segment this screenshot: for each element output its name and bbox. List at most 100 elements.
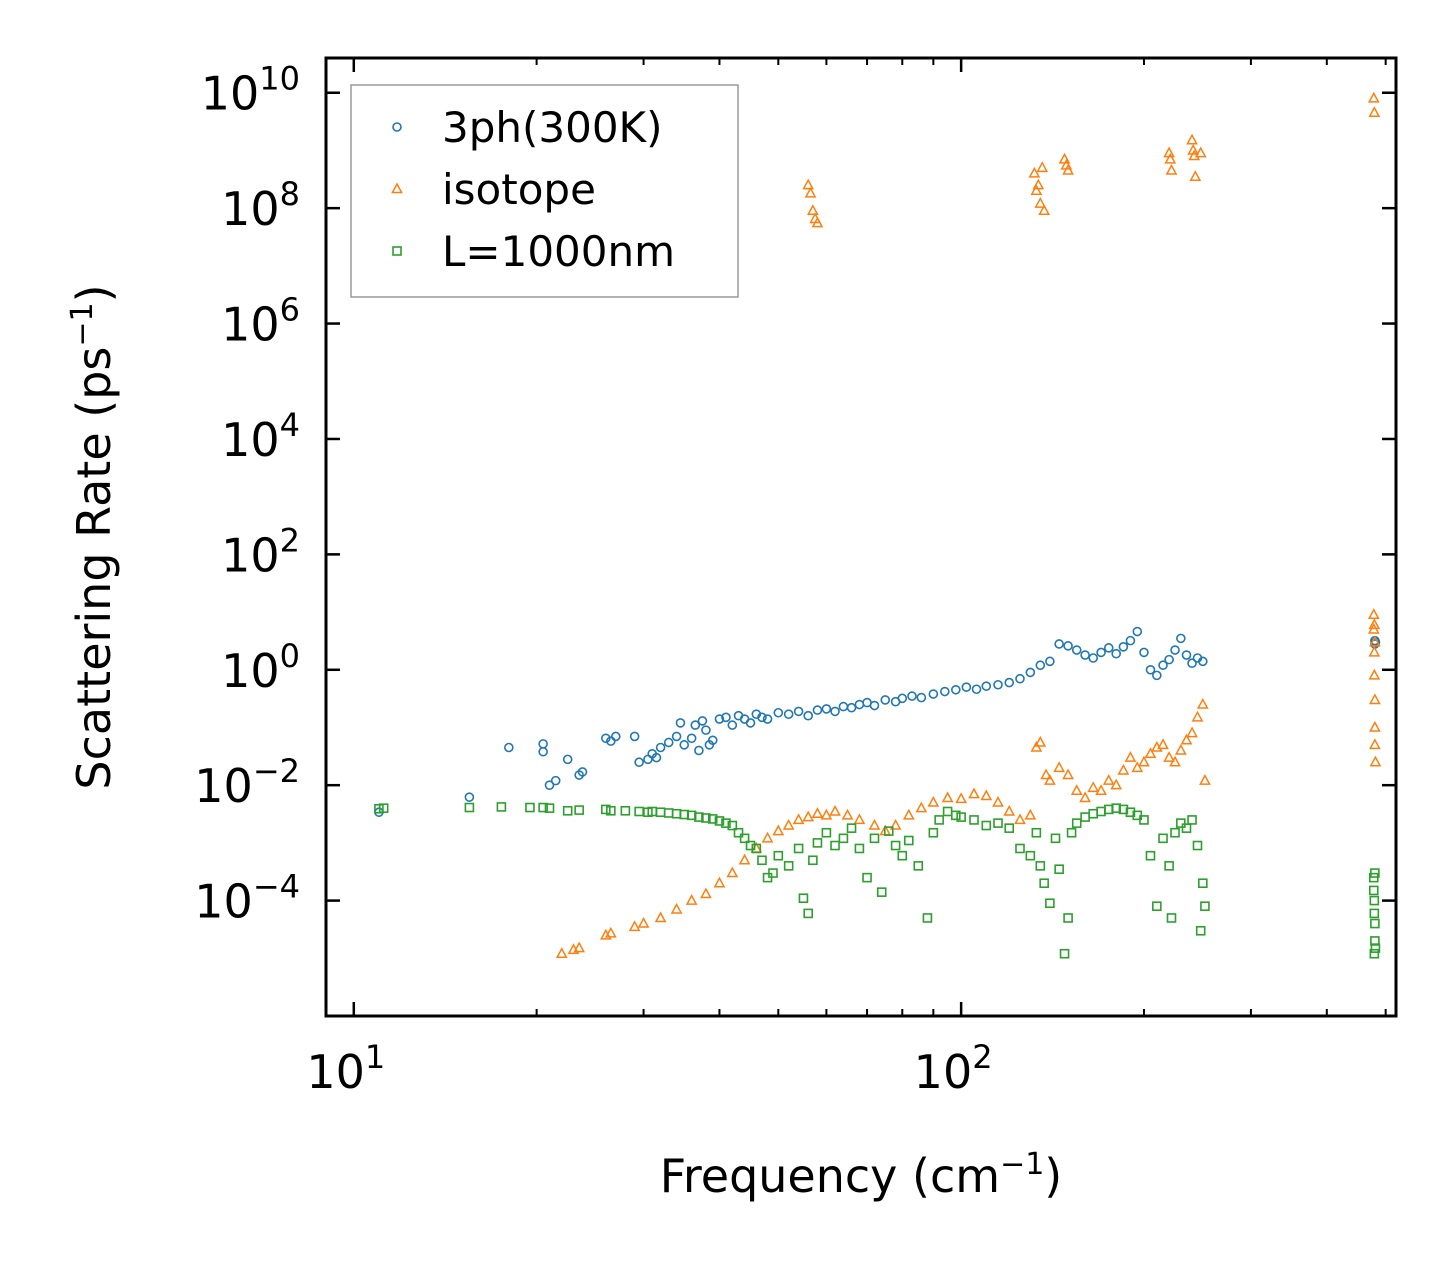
data-point bbox=[1062, 163, 1074, 175]
data-point bbox=[1040, 768, 1052, 780]
legend-item: isotope bbox=[391, 165, 596, 214]
data-point bbox=[993, 818, 1003, 828]
data-point bbox=[686, 733, 697, 744]
data-point bbox=[620, 805, 631, 816]
data-point bbox=[504, 742, 514, 753]
data-point bbox=[757, 855, 767, 866]
y-tick-label: 100 bbox=[221, 637, 300, 698]
data-point bbox=[846, 823, 857, 833]
data-point bbox=[883, 826, 894, 836]
data-point bbox=[1071, 818, 1082, 828]
data-point bbox=[1164, 654, 1174, 665]
data-point bbox=[1015, 843, 1025, 854]
legend-box bbox=[350, 84, 739, 298]
data-point bbox=[1139, 647, 1149, 658]
data-point bbox=[940, 686, 950, 697]
y-tick-label: 102 bbox=[221, 521, 300, 582]
data-point bbox=[1031, 827, 1042, 838]
data-point bbox=[913, 861, 924, 871]
legend-label: isotope bbox=[442, 165, 596, 214]
data-point bbox=[1035, 660, 1046, 671]
data-point bbox=[1050, 833, 1061, 844]
data-point bbox=[679, 740, 690, 750]
data-point bbox=[1369, 635, 1381, 647]
data-point bbox=[854, 699, 865, 710]
data-point bbox=[1030, 184, 1043, 196]
data-point bbox=[1096, 806, 1106, 817]
data-point bbox=[862, 872, 872, 883]
data-point bbox=[525, 802, 535, 813]
data-point bbox=[606, 805, 616, 816]
data-point bbox=[902, 808, 915, 820]
data-point bbox=[1369, 738, 1381, 750]
data-point bbox=[601, 733, 611, 744]
legend: 3ph(300K) isotope L=1000nm bbox=[350, 84, 739, 298]
data-point bbox=[812, 705, 823, 715]
data-point bbox=[1062, 768, 1074, 780]
data-point bbox=[1024, 808, 1037, 820]
data-point bbox=[868, 818, 881, 830]
data-point bbox=[1176, 633, 1186, 644]
data-point bbox=[378, 803, 389, 813]
data-point bbox=[1036, 161, 1049, 173]
data-point bbox=[1369, 908, 1380, 919]
data-point bbox=[802, 810, 815, 822]
data-point bbox=[1111, 648, 1121, 659]
data-point bbox=[1003, 804, 1016, 816]
data-point bbox=[707, 735, 718, 746]
data-point bbox=[969, 815, 979, 825]
data-point bbox=[1158, 660, 1168, 671]
data-point bbox=[854, 843, 865, 854]
data-point bbox=[1071, 645, 1082, 655]
data-point bbox=[663, 808, 674, 818]
data-point bbox=[629, 731, 640, 742]
data-point bbox=[772, 824, 785, 836]
data-point bbox=[951, 684, 961, 695]
axis-ticks: 101 102 1010 108 106 104 102 100 10−2 10−4 bbox=[194, 58, 1396, 1099]
data-point bbox=[1164, 152, 1177, 164]
data-point bbox=[733, 827, 744, 838]
data-point bbox=[956, 812, 966, 822]
data-point bbox=[1186, 133, 1198, 145]
data-point bbox=[550, 775, 561, 786]
data-point bbox=[1152, 670, 1162, 681]
data-point bbox=[820, 808, 833, 820]
data-point bbox=[685, 894, 698, 905]
data-point bbox=[880, 695, 891, 705]
data-point bbox=[573, 941, 586, 953]
data-point bbox=[1199, 774, 1211, 785]
data-point bbox=[544, 803, 555, 813]
x-tick-label: 102 bbox=[914, 1038, 993, 1099]
data-point bbox=[934, 815, 944, 825]
data-point bbox=[562, 754, 573, 765]
data-point bbox=[555, 947, 568, 958]
data-point bbox=[968, 787, 980, 799]
data-point bbox=[1164, 861, 1174, 871]
data-point bbox=[821, 827, 832, 838]
data-point bbox=[1368, 618, 1381, 630]
data-point bbox=[496, 802, 507, 812]
data-point bbox=[869, 700, 880, 711]
data-point bbox=[783, 709, 794, 719]
data-point bbox=[1370, 918, 1380, 929]
data-point bbox=[739, 833, 750, 844]
data-point bbox=[1132, 626, 1143, 637]
data-point bbox=[1045, 898, 1055, 909]
data-point bbox=[738, 853, 751, 865]
data-point bbox=[601, 804, 611, 815]
data-point bbox=[1163, 751, 1175, 762]
data-point bbox=[562, 805, 573, 816]
data-point bbox=[1370, 868, 1380, 878]
data-point bbox=[1054, 639, 1064, 649]
data-point bbox=[1035, 861, 1046, 871]
data-point bbox=[876, 887, 887, 897]
data-point bbox=[961, 682, 972, 692]
data-point bbox=[1196, 697, 1209, 709]
data-point bbox=[1165, 163, 1178, 175]
data-point bbox=[694, 812, 704, 822]
data-point bbox=[1070, 784, 1083, 796]
data-point bbox=[1152, 901, 1162, 911]
data-point bbox=[675, 718, 686, 728]
data-point bbox=[464, 792, 475, 802]
